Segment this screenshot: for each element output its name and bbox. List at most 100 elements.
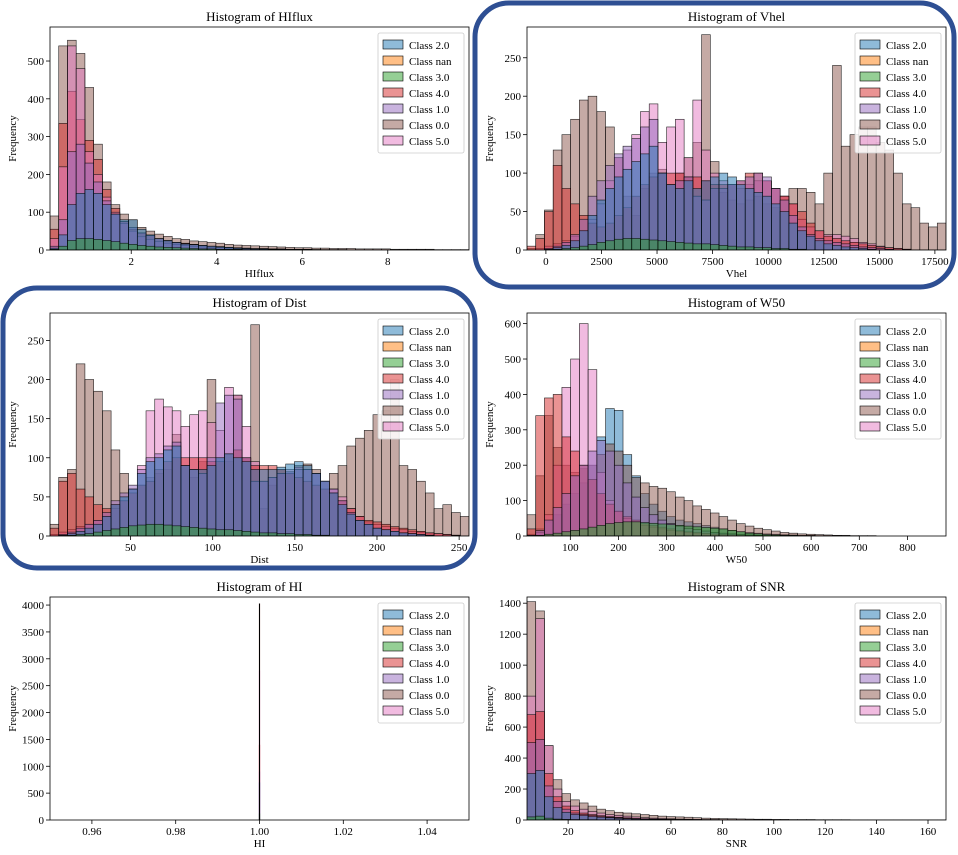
histogram-bar (683, 525, 694, 536)
x-tick-label: 2500 (590, 256, 613, 268)
y-tick-label: 1400 (499, 598, 522, 610)
y-tick-label: 200 (505, 784, 522, 796)
histogram-bar (893, 172, 903, 250)
histogram-bar (552, 165, 563, 250)
histogram-bar (320, 480, 330, 536)
histogram-bar (67, 240, 77, 250)
histogram-bar (570, 814, 580, 820)
histogram-bar (363, 523, 374, 536)
histogram-bar (840, 145, 851, 250)
histogram-bar (622, 168, 633, 250)
y-tick-label: 1200 (499, 629, 522, 641)
axes-frame (526, 596, 947, 821)
x-tick-label: 0.98 (166, 826, 186, 838)
histogram-bar (727, 530, 737, 536)
highlight-frame (472, 0, 957, 290)
legend-swatch (382, 71, 404, 82)
x-tick-label: 60 (665, 826, 677, 838)
y-tick-label: 100 (505, 168, 522, 180)
y-tick-label: 400 (28, 94, 45, 106)
y-axis-label: Frequency (484, 401, 496, 448)
histogram-bar (701, 243, 711, 250)
histogram-bar (902, 203, 912, 250)
histogram-bar (110, 528, 121, 536)
histogram-bar (206, 465, 217, 536)
legend-label: Class 1.0 (409, 674, 450, 686)
legend-swatch (382, 341, 404, 352)
x-tick-label: 12500 (810, 256, 838, 268)
y-tick-label: 600 (505, 722, 522, 734)
x-tick-label: 500 (755, 542, 772, 554)
legend-swatch (859, 609, 881, 620)
histogram-bar (718, 245, 729, 250)
highlight-frame (0, 285, 478, 571)
legend-swatch (382, 689, 404, 700)
x-tick-label: 200 (369, 542, 386, 554)
x-axis-label: Vhel (726, 268, 747, 280)
x-tick-label: 0 (543, 256, 549, 268)
chart-panel-3: 50 100 150 200 250 0 50 100 150 200 250 Histogram o… (0, 285, 478, 571)
legend: Class 2.0 Class nan Class 3.0 Class 4.0 Clas… (854, 318, 942, 440)
legend-swatch (382, 625, 404, 636)
y-tick-label: 0 (39, 815, 45, 827)
x-tick-label: 2 (128, 256, 134, 268)
y-tick-label: 150 (505, 130, 522, 142)
legend-swatch (382, 405, 404, 416)
legend-swatch (382, 39, 404, 50)
histogram-bar (58, 245, 68, 250)
chart-title: Histogram of W50 (688, 295, 785, 310)
legend-label: Class 2.0 (409, 326, 450, 338)
histogram-bar (390, 531, 400, 536)
histogram-bar (622, 521, 633, 536)
histogram-bar (67, 473, 77, 536)
histogram-bar (631, 238, 641, 250)
legend: Class 2.0 Class nan Class 3.0 Class 4.0 Clas… (377, 32, 465, 154)
histogram-bar (50, 527, 60, 536)
y-tick-label: 1000 (499, 660, 522, 672)
legend-label: Class 4.0 (886, 374, 927, 386)
series-class-2-0 (544, 145, 877, 250)
histogram-bar (771, 203, 781, 250)
x-tick-label: 100 (204, 542, 221, 554)
x-tick-label: 400 (707, 542, 724, 554)
histogram-bar (753, 192, 763, 250)
legend: Class 2.0 Class nan Class 3.0 Class 4.0 Clas… (377, 318, 465, 440)
y-axis-label: Frequency (484, 115, 496, 162)
chart-panel-6: 20 40 60 80 100 120 140 160 0 200 400 600 800 1000 120… (484, 579, 947, 850)
legend-label: Class 0.0 (886, 120, 927, 132)
legend-label: Class 5.0 (409, 422, 450, 434)
histogram-bar (692, 243, 702, 250)
histogram-bar (302, 465, 313, 536)
y-tick-label: 400 (505, 753, 522, 765)
histogram-bar (675, 525, 685, 536)
histogram-bar (666, 524, 676, 536)
x-axis-label: HIflux (245, 268, 275, 280)
histogram-bar (93, 239, 103, 250)
histogram-bar (657, 240, 667, 250)
histogram-bar (613, 522, 624, 536)
histogram-bar (259, 469, 269, 536)
histogram-bar (552, 532, 563, 536)
chart-title: Histogram of Dist (213, 295, 307, 310)
histogram-bar (442, 504, 452, 536)
legend-label: Class 2.0 (886, 610, 927, 622)
y-tick-label: 1500 (22, 734, 45, 746)
histogram-bar (459, 516, 469, 536)
histogram-bar (215, 457, 225, 536)
legend-swatch (382, 135, 404, 146)
x-tick-label: 1.00 (250, 826, 270, 838)
y-tick-label: 600 (505, 319, 522, 331)
histogram-bar (692, 188, 702, 250)
histogram-bar (683, 180, 694, 250)
legend-swatch (859, 373, 881, 384)
y-tick-label: 100 (505, 496, 522, 508)
y-tick-label: 300 (28, 132, 45, 144)
legend-swatch (859, 625, 881, 636)
chart-panel-1: 2 4 6 8 0 100 200 300 400 500 Histogram of HIflux H… (7, 9, 470, 280)
histogram-bar (102, 240, 112, 250)
chart-title: Histogram of SNR (688, 579, 786, 594)
histogram-bar (579, 245, 589, 250)
legend-swatch (382, 609, 404, 620)
x-tick-label: 140 (868, 826, 885, 838)
legend-swatch (859, 39, 881, 50)
